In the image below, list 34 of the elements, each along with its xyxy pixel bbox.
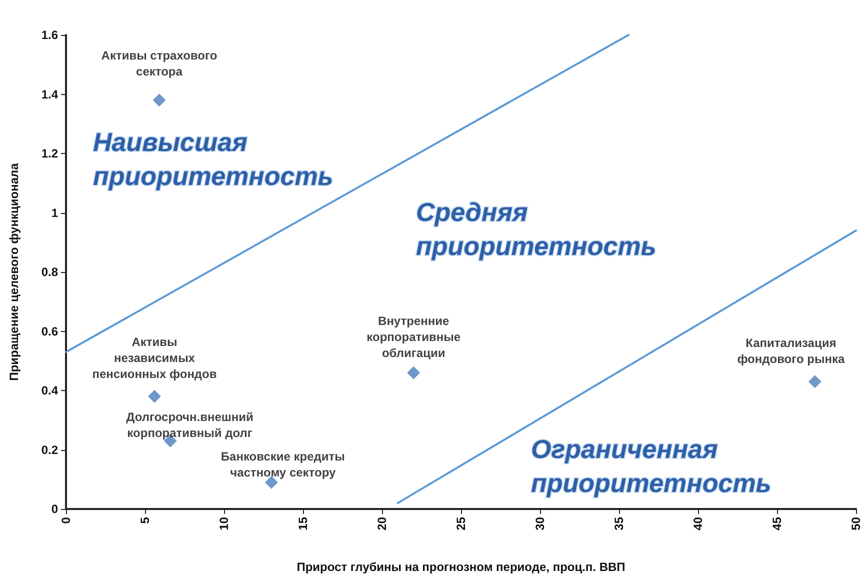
point: [407, 366, 420, 380]
x-tick-label: 0: [59, 516, 73, 524]
y-tick-label: 0.6: [41, 324, 58, 338]
x-tick-label: 10: [217, 516, 231, 530]
y-tick-label: 1.2: [41, 146, 58, 160]
y-tick-label: 1: [51, 206, 58, 220]
y-tick-label: 0.8: [41, 265, 58, 279]
y-axis-title: Приращение целевого функционала: [7, 162, 21, 381]
text: Активы страхового сектора: [101, 48, 218, 79]
series-label: Банковские кредиты частному сектору: [220, 449, 345, 480]
annotation: Средняя приоритетность: [416, 197, 656, 261]
x-tick-label: 25: [454, 516, 468, 530]
x-tick-label: 35: [612, 516, 626, 530]
series-label: Долгосрочн.внешний корпоративный долг: [126, 410, 254, 440]
x-tick-label: 5: [138, 516, 152, 524]
annotation: Ограниченная приоритетность: [531, 434, 772, 498]
y-tick-label: 0.2: [41, 442, 58, 457]
x-tick-label: 20: [375, 516, 389, 530]
x-tick-label: 45: [770, 516, 784, 530]
text: Активы независимых пенсионных фондов: [92, 334, 217, 381]
x-axis-title: Прирост глубины на прогнозном периоде, проц.п. ВВП: [296, 560, 626, 574]
annotation: Наивысшая приоритетность: [93, 127, 334, 191]
y-tick-label: 1.4: [41, 87, 58, 102]
point: [152, 94, 166, 107]
y-tick-label: 0.4: [41, 384, 58, 398]
x-tick-label: 50: [849, 516, 862, 530]
point: [148, 390, 161, 403]
text: Капитализация фондового рынка: [737, 336, 845, 366]
text: Внутренние корпоративные облигации: [366, 314, 461, 360]
x-tick-label: 15: [296, 516, 310, 530]
x-tick-label: 30: [533, 516, 547, 530]
y-tick-label: 1.6: [41, 28, 58, 42]
x-tick-label: 40: [691, 516, 705, 530]
point: [808, 375, 822, 388]
